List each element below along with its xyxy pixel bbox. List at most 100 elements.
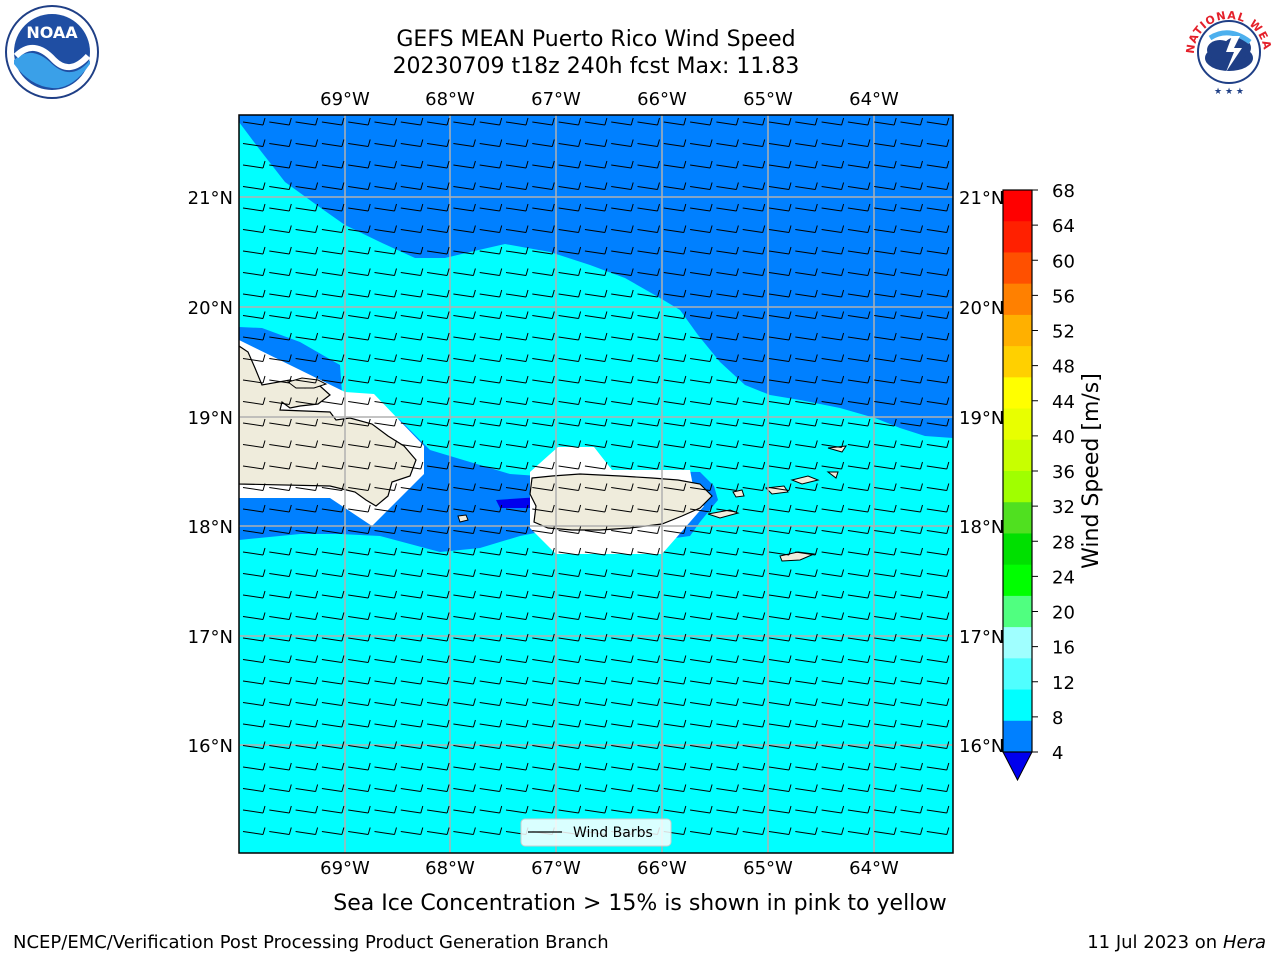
wind-barb: [637, 332, 660, 341]
wind-barb: [900, 590, 923, 599]
wind-barb: [269, 676, 292, 685]
wind-barb: [453, 483, 476, 491]
wind-barb: [479, 719, 503, 728]
wind-barb: [584, 440, 608, 448]
wind-barb: [874, 698, 897, 706]
wind-barb: [453, 569, 476, 577]
wind-barb: [926, 375, 950, 384]
wind-barb: [742, 311, 766, 319]
wind-barb: [479, 440, 503, 448]
wind-barb: [321, 590, 345, 599]
wind-barb: [742, 160, 766, 169]
wind-barb: [690, 375, 713, 384]
wind-barb: [532, 289, 555, 298]
wind-barb: [795, 440, 818, 448]
wind-barb: [900, 719, 923, 728]
wind-barb: [716, 418, 739, 427]
colorbar-segment: [1003, 314, 1032, 347]
wind-barb: [663, 182, 687, 190]
wind-barb: [453, 332, 476, 341]
wind-barb: [479, 612, 503, 620]
wind-barb: [768, 612, 792, 620]
wind-barb: [926, 117, 950, 126]
wind-barb: [637, 504, 660, 513]
wind-barb: [847, 504, 871, 513]
wind-barb: [637, 160, 660, 169]
wind-barb: [242, 827, 266, 835]
wind-barb: [821, 246, 845, 255]
wind-barb: [453, 440, 476, 448]
wind-barb: [795, 526, 818, 534]
wind-barb: [637, 655, 660, 663]
wind-barb: [400, 827, 424, 835]
wind-barb: [348, 225, 371, 233]
wind-barb: [400, 805, 424, 814]
wind-barb: [795, 504, 818, 513]
wind-barb: [584, 160, 608, 169]
wind-barb: [926, 676, 950, 685]
lat-label-left: 16°N: [188, 736, 233, 757]
wind-barb: [847, 160, 871, 169]
wind-barb: [400, 117, 424, 126]
wind-barb: [479, 483, 503, 491]
wind-barb: [874, 225, 897, 233]
colorbar-tick-label: 12: [1052, 673, 1075, 694]
wind-barb: [295, 354, 319, 362]
wind-barb: [795, 397, 818, 405]
wind-barb: [374, 268, 397, 276]
colorbar-tick-label: 16: [1052, 638, 1075, 659]
wind-barb: [427, 698, 450, 706]
wind-barb: [427, 225, 450, 233]
wind-barb: [505, 117, 529, 126]
wind-barb: [768, 160, 792, 169]
wind-barb: [242, 655, 266, 663]
wind-barb: [479, 784, 503, 792]
wind-barb: [663, 590, 687, 599]
wind-barb: [505, 461, 529, 470]
wind-barb: [611, 117, 634, 126]
wind-barb: [374, 633, 397, 642]
wind-barb: [926, 418, 950, 427]
wind-barb: [400, 225, 424, 233]
wind-barb: [584, 354, 608, 362]
wind-barb: [926, 612, 950, 620]
wind-barb: [348, 805, 371, 814]
wind-barb: [900, 526, 923, 534]
wind-barb: [716, 311, 739, 319]
wind-barb: [400, 504, 424, 513]
wind-barb: [795, 375, 818, 384]
wind-barb: [558, 354, 582, 362]
wind-barb: [269, 805, 292, 814]
wind-barb: [663, 246, 687, 255]
wind-barb: [242, 719, 266, 728]
wind-barb: [348, 311, 371, 319]
colorbar-tick-label: 56: [1052, 286, 1075, 307]
wind-barb: [242, 612, 266, 620]
wind-barb: [374, 741, 397, 749]
wind-barb: [558, 655, 582, 663]
wind-barb: [269, 246, 292, 255]
wind-barb: [532, 225, 555, 233]
sea-ice-note: Sea Ice Concentration > 15% is shown in …: [333, 891, 947, 916]
wind-barb: [795, 418, 818, 427]
wind-barb: [926, 633, 950, 642]
wind-barb: [821, 182, 845, 190]
wind-barb: [795, 612, 818, 620]
wind-barb: [374, 805, 397, 814]
wind-barb: [400, 590, 424, 599]
wind-barb: [269, 590, 292, 599]
wind-barb: [716, 633, 739, 642]
wind-barb: [768, 827, 792, 835]
colorbar-tick-label: 8: [1052, 708, 1063, 729]
wind-barb: [795, 160, 818, 169]
wind-barb: [374, 526, 397, 534]
wind-barb: [716, 698, 739, 706]
wind-barb: [900, 418, 923, 427]
wind-barb: [716, 461, 739, 470]
wind-barb: [532, 612, 555, 620]
wind-barb: [321, 182, 345, 190]
wind-barb: [637, 139, 660, 147]
wind-barb: [427, 569, 450, 577]
wind-barb: [663, 332, 687, 341]
wind-barb: [663, 569, 687, 577]
